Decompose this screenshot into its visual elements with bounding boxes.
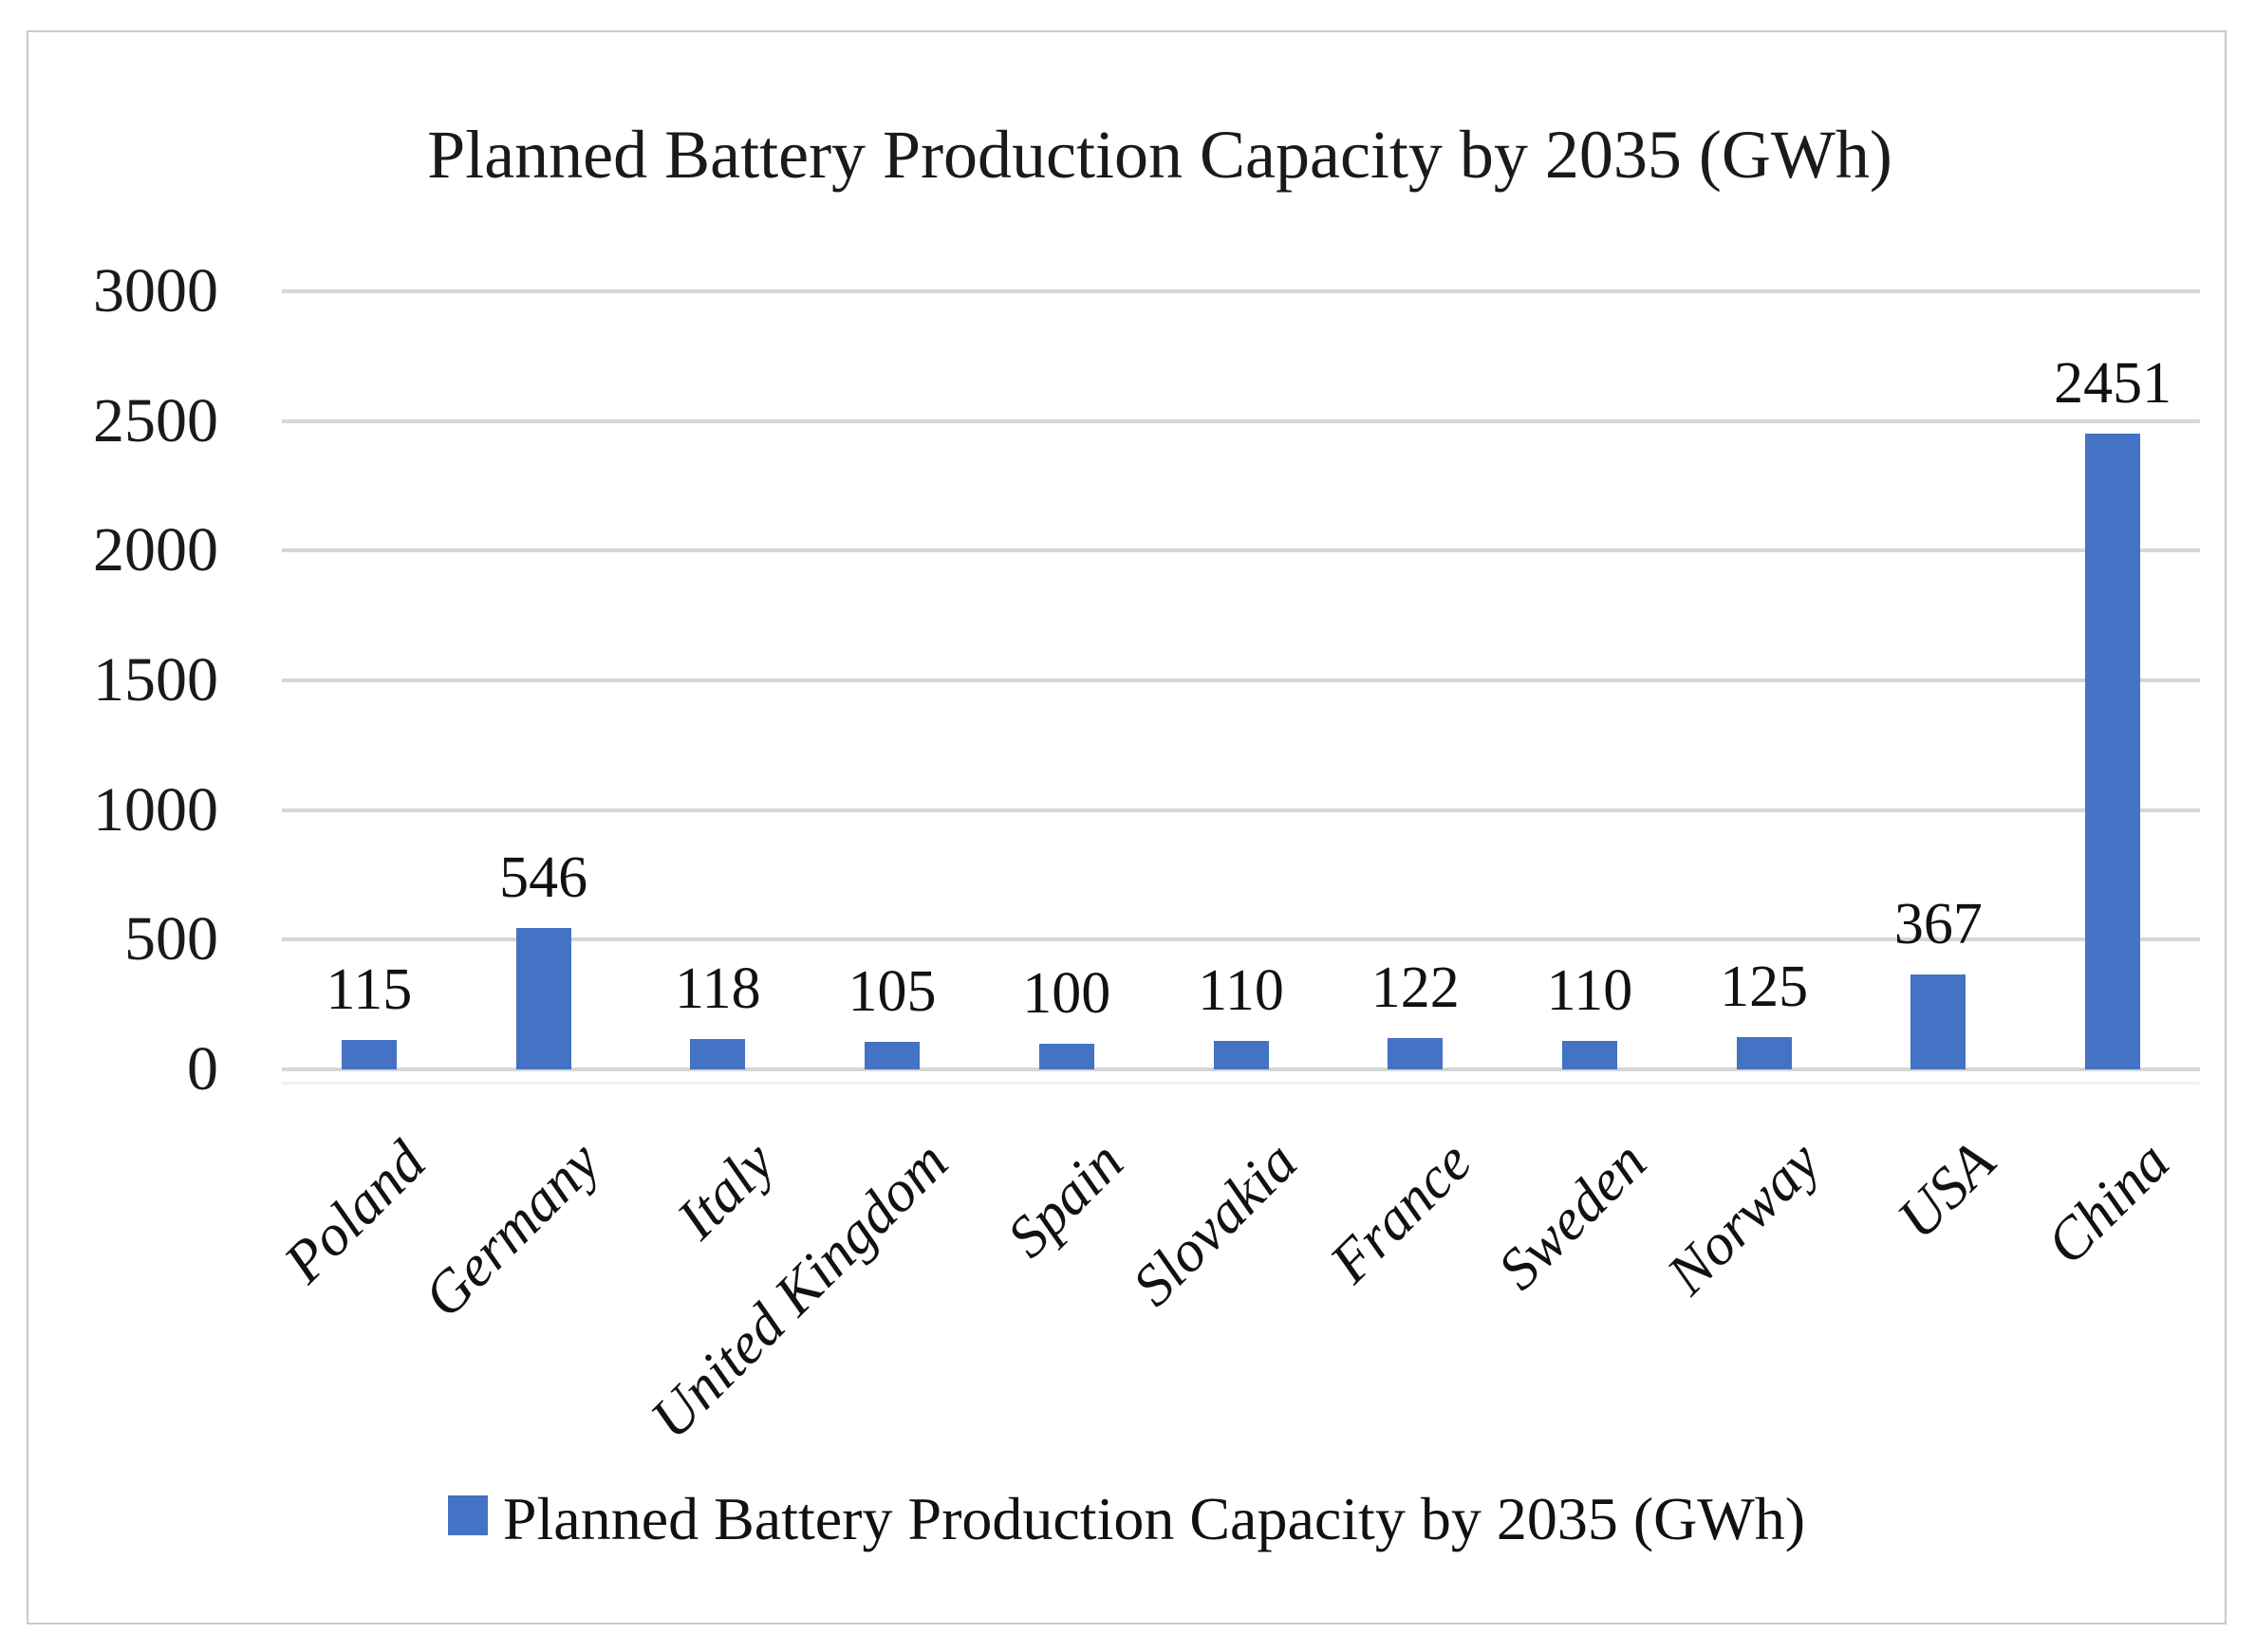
x-axis-category-label: Germany (411, 1129, 612, 1330)
chart-frame: Planned Battery Production Capacity by 2… (27, 30, 2227, 1624)
bar-value-label: 110 (1198, 957, 1284, 1023)
x-axis-category-label: France (1317, 1129, 1484, 1295)
x-axis: Poland Germany Italy United Kingdom Spain Slo… (272, 1069, 2200, 1477)
bar-value-label: 2451 (2054, 351, 2172, 417)
x-axis-category-label: USA (1885, 1129, 2007, 1252)
x-axis-category-label: Slovakia (1120, 1129, 1310, 1319)
y-axis-tick-label: 3000 (93, 256, 218, 325)
bar-value-label: 367 (1893, 891, 1983, 956)
bar (690, 1038, 746, 1069)
plot-area: 115 546 118 105 100 110 122 110 125 367 2451 (282, 289, 2200, 1071)
legend: Planned Battery Production Capacity by 2… (28, 1486, 2225, 1552)
bar (341, 1039, 397, 1069)
gridline (282, 678, 2200, 682)
bar-value-label: 105 (848, 959, 937, 1025)
bar (1561, 1040, 1617, 1069)
bar-value-label: 118 (674, 956, 761, 1021)
x-axis-category-label: Spain (995, 1129, 1136, 1271)
gridline (282, 418, 2200, 423)
bar (1736, 1036, 1792, 1069)
bar (1388, 1037, 1444, 1069)
bar (1213, 1040, 1269, 1069)
bar-value-label: 110 (1546, 957, 1633, 1023)
gridline (282, 937, 2200, 942)
bar-value-label: 546 (499, 845, 588, 910)
bar (1910, 974, 1966, 1069)
gridline (282, 548, 2200, 553)
x-axis-category-label: China (2034, 1129, 2182, 1277)
gridline (282, 1067, 2200, 1071)
x-axis-category-label: Poland (271, 1129, 438, 1296)
legend-swatch-icon (447, 1495, 488, 1535)
y-axis-tick-label: 2500 (93, 385, 218, 455)
bar (1038, 1043, 1094, 1069)
bar (515, 927, 571, 1069)
y-axis: 0 500 1000 1500 2000 2500 3000 (66, 256, 218, 1104)
y-axis-tick-label: 1500 (93, 645, 218, 715)
bar-value-label: 100 (1022, 960, 1111, 1026)
x-axis-line (282, 1082, 2200, 1085)
bar-value-label: 122 (1370, 955, 1460, 1020)
bar-value-label: 115 (326, 956, 413, 1022)
bar (865, 1042, 921, 1069)
gridline (282, 289, 2200, 293)
chart-title: Planned Battery Production Capacity by 2… (427, 117, 1892, 193)
y-axis-tick-label: 1000 (93, 774, 218, 845)
x-axis-category-label: Italy (664, 1129, 787, 1252)
gridline (282, 807, 2200, 812)
y-axis-tick-label: 500 (124, 904, 218, 974)
x-axis-category-label: United Kingdom (639, 1129, 961, 1452)
legend-series-label: Planned Battery Production Capacity by 2… (502, 1485, 1806, 1552)
y-axis-tick-label: 2000 (93, 515, 218, 585)
bar-value-label: 125 (1720, 954, 1809, 1019)
y-axis-tick-label: 0 (187, 1034, 218, 1104)
x-axis-category-label: Norway (1655, 1129, 1834, 1308)
bar (2085, 434, 2141, 1069)
x-axis-category-label: Sweden (1485, 1129, 1659, 1303)
